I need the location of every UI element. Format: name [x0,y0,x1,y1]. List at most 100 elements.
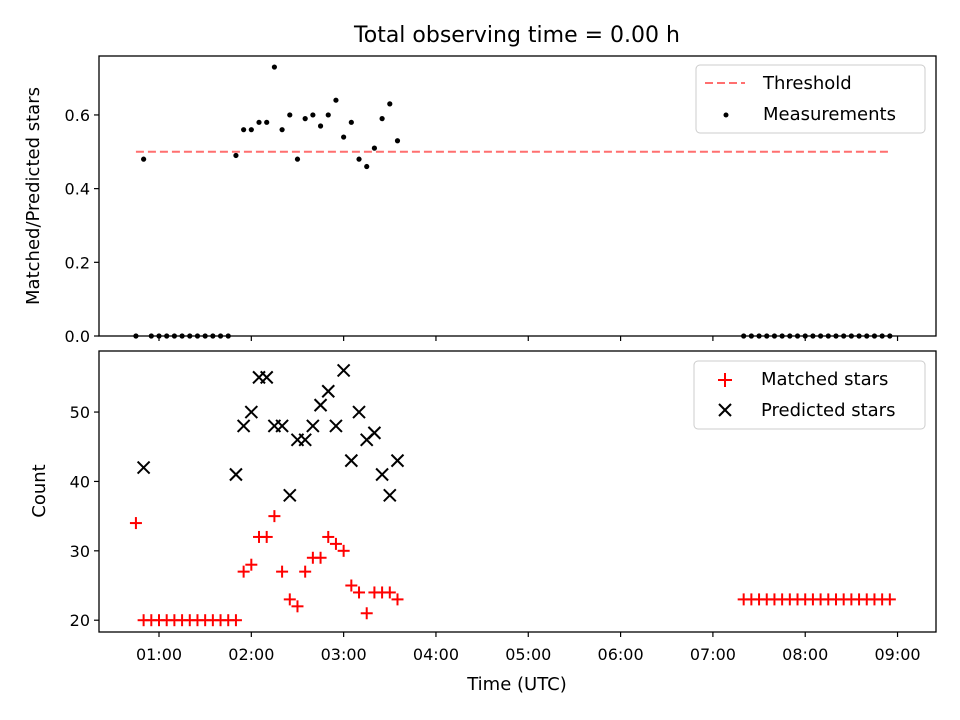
measurement-point [887,333,893,339]
legend-threshold-label: Threshold [762,73,852,94]
x-tick-label: 05:00 [505,645,551,664]
measurement-point [779,333,785,339]
measurement-point [302,116,308,122]
chart-title: Total observing time = 0.00 h [353,23,680,48]
matched-stars-point [229,614,242,627]
predicted-stars-point [390,453,405,468]
predicted-stars-point [298,433,312,447]
predicted-stars-point [352,405,366,419]
measurement-point [756,333,762,339]
predicted-stars-point [260,370,274,385]
matched-stars-point [291,600,304,613]
measurement-point [833,333,839,339]
matched-stars-point [237,565,250,578]
legend-predicted-label: Predicted stars [761,400,895,421]
matched-stars-point [353,586,366,599]
measurement-point [317,123,324,129]
measurement-point [371,145,378,151]
measurement-point [364,163,370,170]
count-plot-frame [98,350,937,633]
matched-stars-point [383,586,396,599]
measurement-point [164,333,170,339]
predicted-stars-point [236,419,251,433]
matched-stars-point [360,607,373,620]
matched-stars-point [322,530,335,543]
count-y-tick-label: 30 [70,542,90,561]
matched-stars-point [129,517,142,530]
ratio-y-tick-label: 0.2 [65,253,90,272]
measurement-point [864,333,870,339]
measurement-point [787,333,793,339]
measurement-point [156,333,162,339]
measurement-point [148,333,154,339]
measurement-point [256,119,262,125]
x-tick-label: 06:00 [598,645,644,664]
predicted-stars-point [136,460,151,475]
predicted-stars-point [244,405,259,419]
measurement-point [294,156,301,162]
ratio-y-tick-label: 0.0 [65,327,90,346]
predicted-stars-point [229,467,243,482]
ratio-panel: 0.0 0.2 0.4 0.6 Matched/Predicted stars Thr… [23,55,937,346]
measurement-point [179,333,185,339]
matched-stars-point [391,593,404,606]
measurement-point [387,101,393,107]
predicted-stars-point [336,363,351,378]
measurement-point [771,333,778,339]
measurement-point [871,333,878,339]
measurement-point [818,333,824,339]
predicted-stars-point [383,488,397,503]
x-axis-label: Time (UTC) [466,674,567,695]
measurement-point [187,333,193,339]
x-tick-label: 08:00 [782,645,828,664]
measurement-point [202,333,208,339]
ratio-x-ticks [158,336,899,341]
matched-stars-point [245,558,258,571]
predicted-stars-point [306,419,320,433]
measurement-point [341,134,347,140]
ratio-plot-frame [98,55,937,337]
measurement-point [802,333,808,339]
measurement-point [217,333,224,339]
x-tick-label: 04:00 [413,645,459,664]
measurement-point [325,112,331,118]
measurement-point [394,138,401,144]
predicted-stars-point [283,488,297,503]
ratio-legend: Threshold Measurements [695,64,926,134]
count-y-tick-label: 50 [70,403,90,422]
count-legend-box [693,360,926,430]
measurement-point [333,97,339,103]
measurement-point [841,333,847,339]
measurement-point [248,127,254,133]
measurement-point [748,333,754,339]
matched-stars-point [260,530,273,543]
matched-stars-point [283,593,296,606]
measurement-point [241,127,247,133]
ratio-legend-box [695,64,926,134]
measurement-point [310,112,316,118]
count-y-tick-label: 40 [70,472,90,491]
measurement-point [279,127,285,133]
legend-matched-label: Matched stars [761,369,888,390]
measurement-point [794,333,801,339]
x-tick-label: 09:00 [874,645,920,664]
predicted-stars-point [275,419,289,433]
measurement-point [271,64,278,70]
x-tick-label: 02:00 [228,645,274,664]
x-tick-label: 03:00 [321,645,367,664]
count-legend: Matched stars Predicted stars [693,360,926,430]
matched-stars-point [329,537,342,550]
count-y-axis-label: Count [29,464,50,517]
x-tick-label: 07:00 [690,645,736,664]
measurement-point [879,333,885,339]
measurement-point [171,333,177,339]
predicted-stars-series [136,363,405,503]
measurement-point [848,333,854,339]
count-y-ticks: 20 30 40 50 [70,403,99,630]
matched-stars-point [337,544,350,557]
measurement-point [287,112,293,118]
ratio-y-tick-label: 0.6 [65,106,90,125]
ratio-y-ticks: 0.0 0.2 0.4 0.6 [65,106,99,346]
measurement-point [194,333,201,339]
